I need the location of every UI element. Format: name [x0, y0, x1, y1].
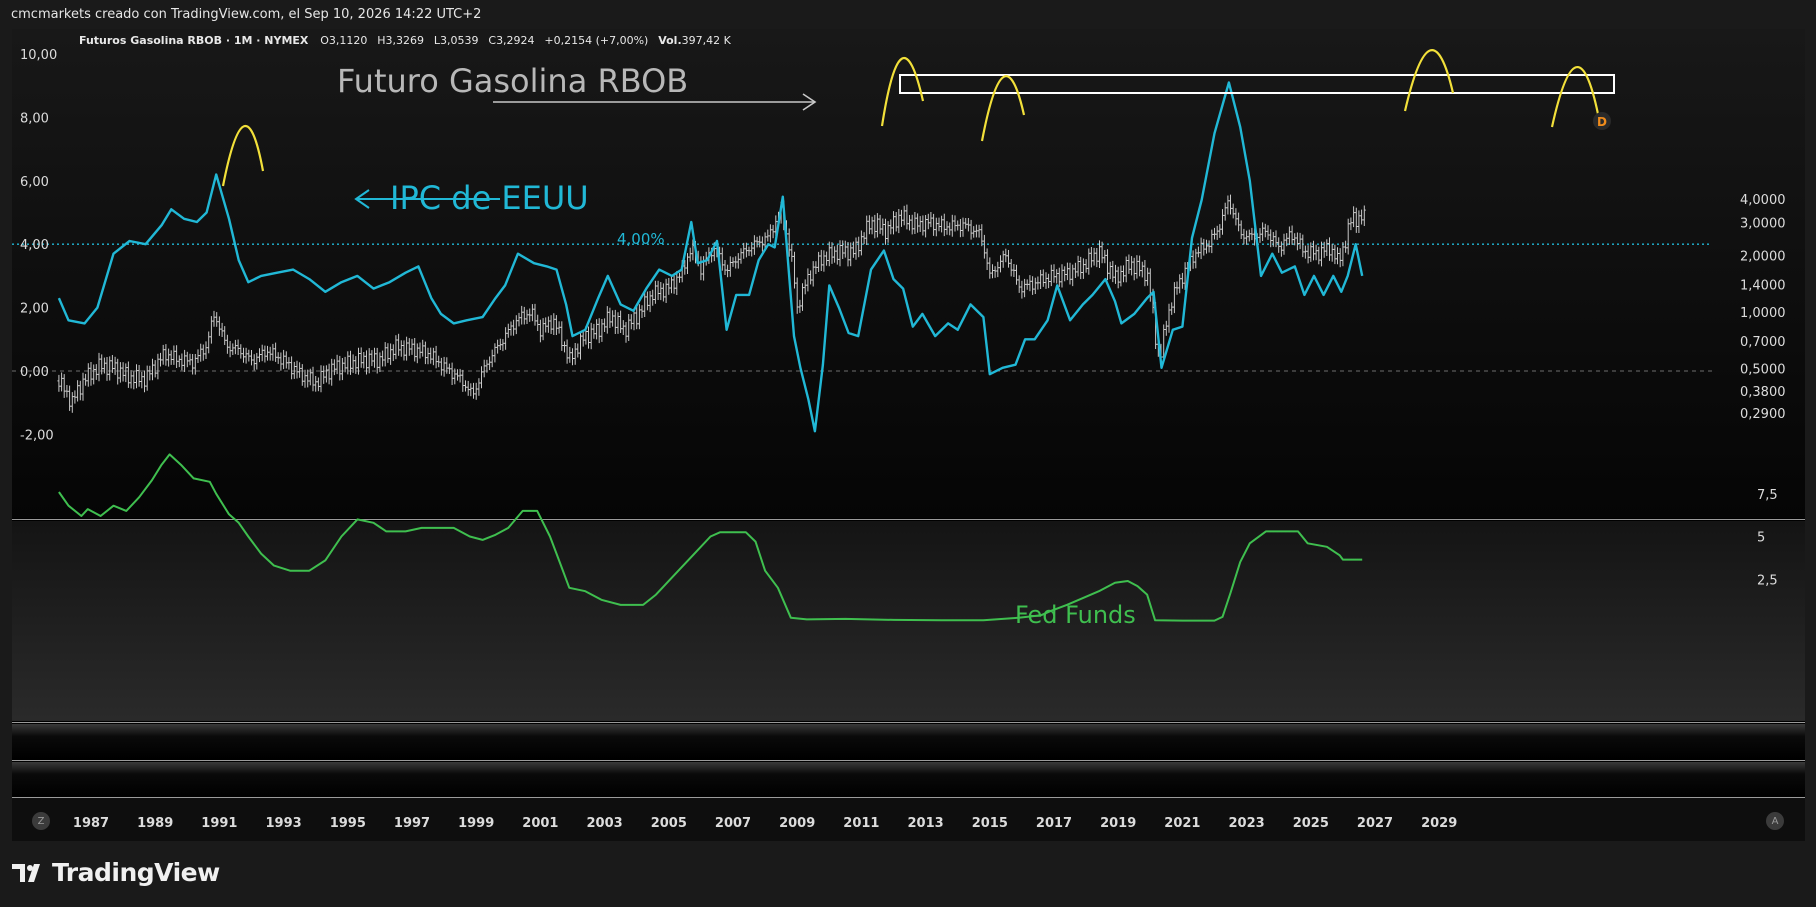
legend-l-label: L — [434, 34, 441, 47]
ipc-arrow — [354, 189, 500, 209]
chart-canvas[interactable]: 10,00 8,00 6,00 4,00 2,00 0,00 -2,00 4,0000 3,0… — [12, 29, 1805, 841]
dividend-marker-label: D — [1597, 115, 1607, 129]
empty-pane-2 — [12, 762, 1805, 796]
legend-o-label: O — [320, 34, 329, 47]
left-axis-tick: 6,00 — [20, 175, 49, 190]
right-axis-tick: 2,0000 — [1740, 249, 1786, 264]
left-axis: 10,00 8,00 6,00 4,00 2,00 0,00 -2,00 — [20, 48, 57, 443]
tradingview-logo-text: TradingView — [52, 858, 220, 887]
top-arc — [221, 124, 265, 187]
chart-area[interactable]: 10,00 8,00 6,00 4,00 2,00 0,00 -2,00 4,0000 3,0… — [12, 29, 1805, 841]
empty-pane-1 — [12, 724, 1805, 759]
tradingview-logo[interactable]: TradingView — [12, 858, 220, 887]
time-axis-tick: 2027 — [1357, 816, 1393, 831]
tradingview-logo-icon — [12, 863, 40, 882]
time-axis-tick: 2013 — [908, 816, 944, 831]
left-axis-tick: 0,00 — [20, 365, 49, 380]
ipc-annotation[interactable]: IPC de EEUU — [390, 179, 589, 217]
time-axis-tick: 2009 — [779, 816, 815, 831]
right-axis-tick: 0,3800 — [1740, 385, 1786, 400]
time-axis-tick: 1999 — [458, 816, 494, 831]
left-axis-tick: -2,00 — [20, 428, 54, 443]
top-arc — [1403, 49, 1455, 112]
legend-change: +0,2154 (+7,00%) — [544, 34, 648, 47]
fed-axis: 7,5 5 2,5 — [1757, 488, 1778, 589]
time-axis-tick: 1989 — [137, 816, 173, 831]
top-arc — [980, 75, 1026, 142]
time-axis-tick: 2017 — [1036, 816, 1072, 831]
legend-h-label: H — [377, 34, 385, 47]
legend-volume: 397,42 K — [682, 34, 732, 47]
time-axis-tick: 2015 — [972, 816, 1008, 831]
legend-vol-label: Vol. — [658, 34, 681, 47]
fed-axis-tick: 5 — [1757, 531, 1765, 546]
time-axis-tick: 2003 — [587, 816, 623, 831]
legend-close: 3,2924 — [496, 34, 535, 47]
top-arc — [880, 57, 925, 127]
svg-text:Futuros Gasolina RBOB · 1M · N: Futuros Gasolina RBOB · 1M · NYMEX O3,11… — [79, 34, 732, 47]
legend-low: 3,0539 — [440, 34, 479, 47]
time-axis-tick: 1997 — [394, 816, 430, 831]
right-axis-tick: 4,0000 — [1740, 193, 1786, 208]
time-axis-tick: 1995 — [330, 816, 366, 831]
auto-scale-button[interactable]: A — [1766, 812, 1784, 830]
time-axis-tick: 2019 — [1100, 816, 1136, 831]
fed-axis-tick: 2,5 — [1757, 573, 1778, 588]
cpi-series-line — [57, 81, 1364, 433]
time-axis-tick: 1987 — [73, 816, 109, 831]
right-axis: 4,0000 3,0000 2,0000 1,4000 1,0000 0,7000 0,50… — [1740, 193, 1786, 422]
time-axis-tick: 2001 — [522, 816, 558, 831]
legend-open: 3,1120 — [329, 34, 368, 47]
right-axis-tick: 3,0000 — [1740, 216, 1786, 231]
right-axis-tick: 1,0000 — [1740, 306, 1786, 321]
time-axis-tick: 2021 — [1164, 816, 1200, 831]
zoom-reset-label: Z — [37, 815, 45, 827]
time-axis-tick: 2011 — [843, 816, 879, 831]
time-axis-tick: 1991 — [201, 816, 237, 831]
right-axis-tick: 0,5000 — [1740, 363, 1786, 378]
fed-axis-tick: 7,5 — [1757, 488, 1778, 503]
top-arc — [1550, 65, 1600, 128]
title-annotation[interactable]: Futuro Gasolina RBOB — [337, 62, 688, 100]
time-axis-labels: 1987 1989 1991 1993 1995 1997 1999 2001 2003 2005… — [73, 816, 1457, 831]
time-axis-tick: 2029 — [1421, 816, 1457, 831]
auto-scale-label: A — [1771, 815, 1779, 827]
resistance-box[interactable] — [899, 74, 1615, 94]
time-axis-tick: 1993 — [266, 816, 302, 831]
legend-high: 3,3269 — [386, 34, 425, 47]
threshold-label: 4,00% — [617, 230, 665, 248]
right-axis-tick: 1,4000 — [1740, 279, 1786, 294]
time-axis-tick: 2025 — [1293, 816, 1329, 831]
left-axis-tick: 10,00 — [20, 48, 57, 63]
main-pane — [12, 29, 1805, 518]
top-arc-markers[interactable] — [221, 49, 1600, 187]
time-axis[interactable] — [12, 798, 1805, 841]
dividend-marker[interactable]: D — [1593, 112, 1611, 130]
left-axis-tick: 2,00 — [20, 302, 49, 317]
chart-credit: cmcmarkets creado con TradingView.com, e… — [11, 7, 482, 22]
time-axis-tick: 2023 — [1229, 816, 1265, 831]
fed-funds-series-line — [58, 453, 1363, 622]
left-axis-tick: 8,00 — [20, 111, 49, 126]
price-series — [57, 194, 1366, 413]
time-axis-tick: 2005 — [651, 816, 687, 831]
fed-funds-annotation[interactable]: Fed Funds — [1015, 601, 1136, 629]
right-axis-tick: 0,7000 — [1740, 335, 1786, 350]
legend-symbol[interactable]: Futuros Gasolina RBOB · 1M · NYMEX — [79, 34, 309, 47]
time-axis-tick: 2007 — [715, 816, 751, 831]
left-axis-tick: 4,00 — [20, 238, 49, 253]
legend-c-label: C — [488, 34, 496, 47]
zoom-reset-button[interactable]: Z — [32, 812, 50, 830]
title-arrow — [493, 93, 817, 111]
right-axis-tick: 0,2900 — [1740, 407, 1786, 422]
